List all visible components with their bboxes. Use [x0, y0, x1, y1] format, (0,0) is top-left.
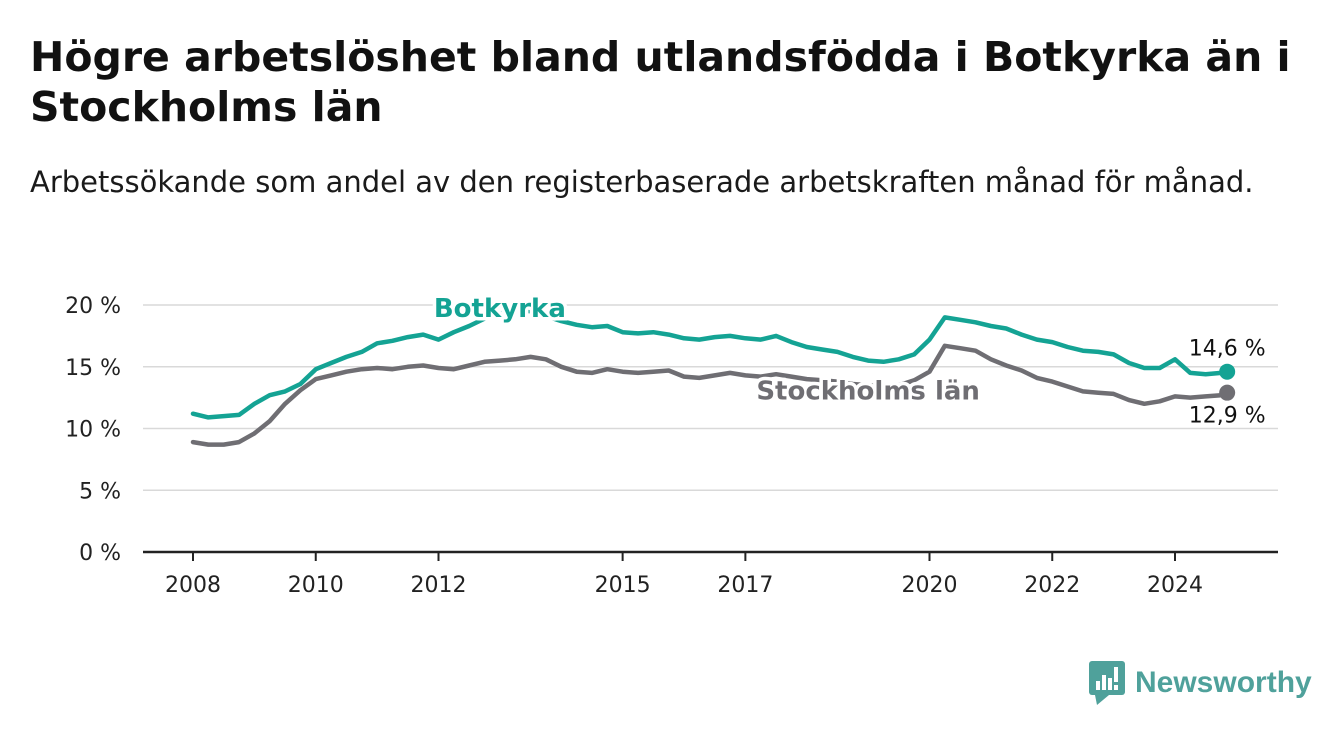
x-tick-label: 2017 — [717, 573, 773, 598]
series-lines — [190, 307, 1236, 447]
stockholms-l-n-line — [190, 343, 1230, 447]
botkyrka-end-value-label: 14,6 % — [1189, 337, 1266, 362]
x-tick-label: 2012 — [411, 573, 467, 598]
botkyrka-series-label: Botkyrka — [434, 294, 566, 324]
x-tick-label: 2015 — [595, 573, 651, 598]
x-tick-label: 2022 — [1024, 573, 1080, 598]
newsworthy-logo-text: Newsworthy — [1135, 666, 1312, 699]
y-tick-label: 0 % — [79, 541, 121, 566]
y-tick-label: 5 % — [79, 479, 121, 504]
x-tick-label: 2008 — [165, 573, 221, 598]
y-axis-tick-labels: 0 % 5 % 10 % 15 % 20 % — [65, 294, 121, 566]
y-tick-label: 15 % — [65, 356, 121, 381]
series-labels: Botkyrka Stockholms län 14,6 % 12,9 % — [430, 291, 1268, 432]
y-tick-label: 10 % — [65, 418, 121, 443]
newsworthy-logo-icon — [1089, 661, 1125, 705]
stockholms-lan-end-value-label: 12,9 % — [1189, 404, 1266, 429]
x-axis-ticks: 2008 2010 2012 2015 2017 2020 2022 2024 — [165, 552, 1203, 598]
botkyrka-end-point — [1219, 363, 1236, 380]
stockholms-lan-series-label: Stockholms län — [756, 377, 980, 407]
x-tick-label: 2020 — [902, 573, 958, 598]
gridlines — [143, 304, 1278, 491]
x-tick-label: 2024 — [1147, 573, 1203, 598]
newsworthy-logo: Newsworthy — [1089, 660, 1312, 706]
chart-subtitle: Arbetssökande som andel av den registerb… — [30, 165, 1254, 199]
chart-title: Högre arbetslöshet bland utlandsfödda i … — [30, 33, 1291, 131]
x-tick-label: 2010 — [288, 573, 344, 598]
y-tick-label: 20 % — [65, 294, 121, 319]
stockholms-l-n-end-point — [1219, 384, 1236, 401]
botkyrka-line — [190, 307, 1230, 420]
